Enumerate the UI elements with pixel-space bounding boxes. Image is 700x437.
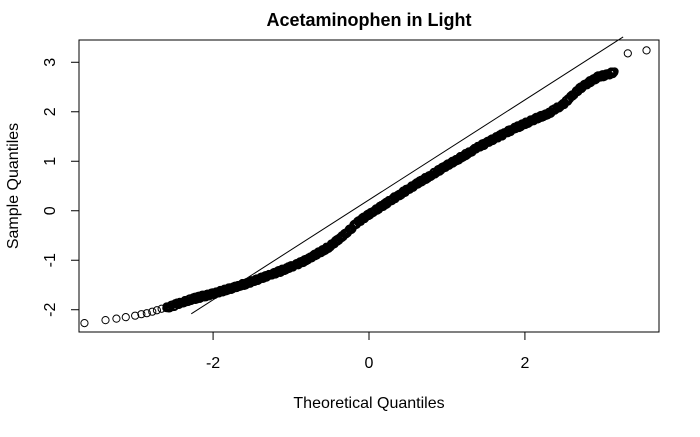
reference-line-layer [190,36,624,315]
y-tick-label: -1 [42,253,59,267]
y-tick-label: 2 [42,107,59,116]
qq-point [642,46,651,55]
qq-point [142,309,151,318]
qq-point [148,307,157,316]
y-tick-label: 3 [42,58,59,67]
qq-point [623,49,632,58]
qq-point [80,318,89,328]
qq-point [101,316,110,325]
x-axis: -2 0 2 [206,332,529,372]
y-tick-label: 1 [42,157,59,166]
x-tick-label: -2 [206,355,220,372]
chart-title: Acetaminophen in Light [267,10,472,30]
qq-point [137,310,146,319]
y-tick-label: -2 [42,303,59,317]
y-tick-label: 0 [42,206,59,215]
x-tick-label: 0 [365,355,374,372]
x-tick-label: 2 [520,355,529,372]
y-axis-label: Sample Quantiles [5,123,22,249]
qq-point [157,304,166,313]
y-axis: -2 -1 0 1 2 3 [42,58,79,317]
qq-point [121,313,130,322]
reference-line [190,36,624,315]
points-layer [80,46,651,328]
qq-point [112,314,121,323]
x-axis-label: Theoretical Quantiles [293,395,444,412]
plot-frame [78,39,660,333]
qq-point [131,311,140,320]
qq-point [610,67,619,76]
qq-point [152,306,162,315]
